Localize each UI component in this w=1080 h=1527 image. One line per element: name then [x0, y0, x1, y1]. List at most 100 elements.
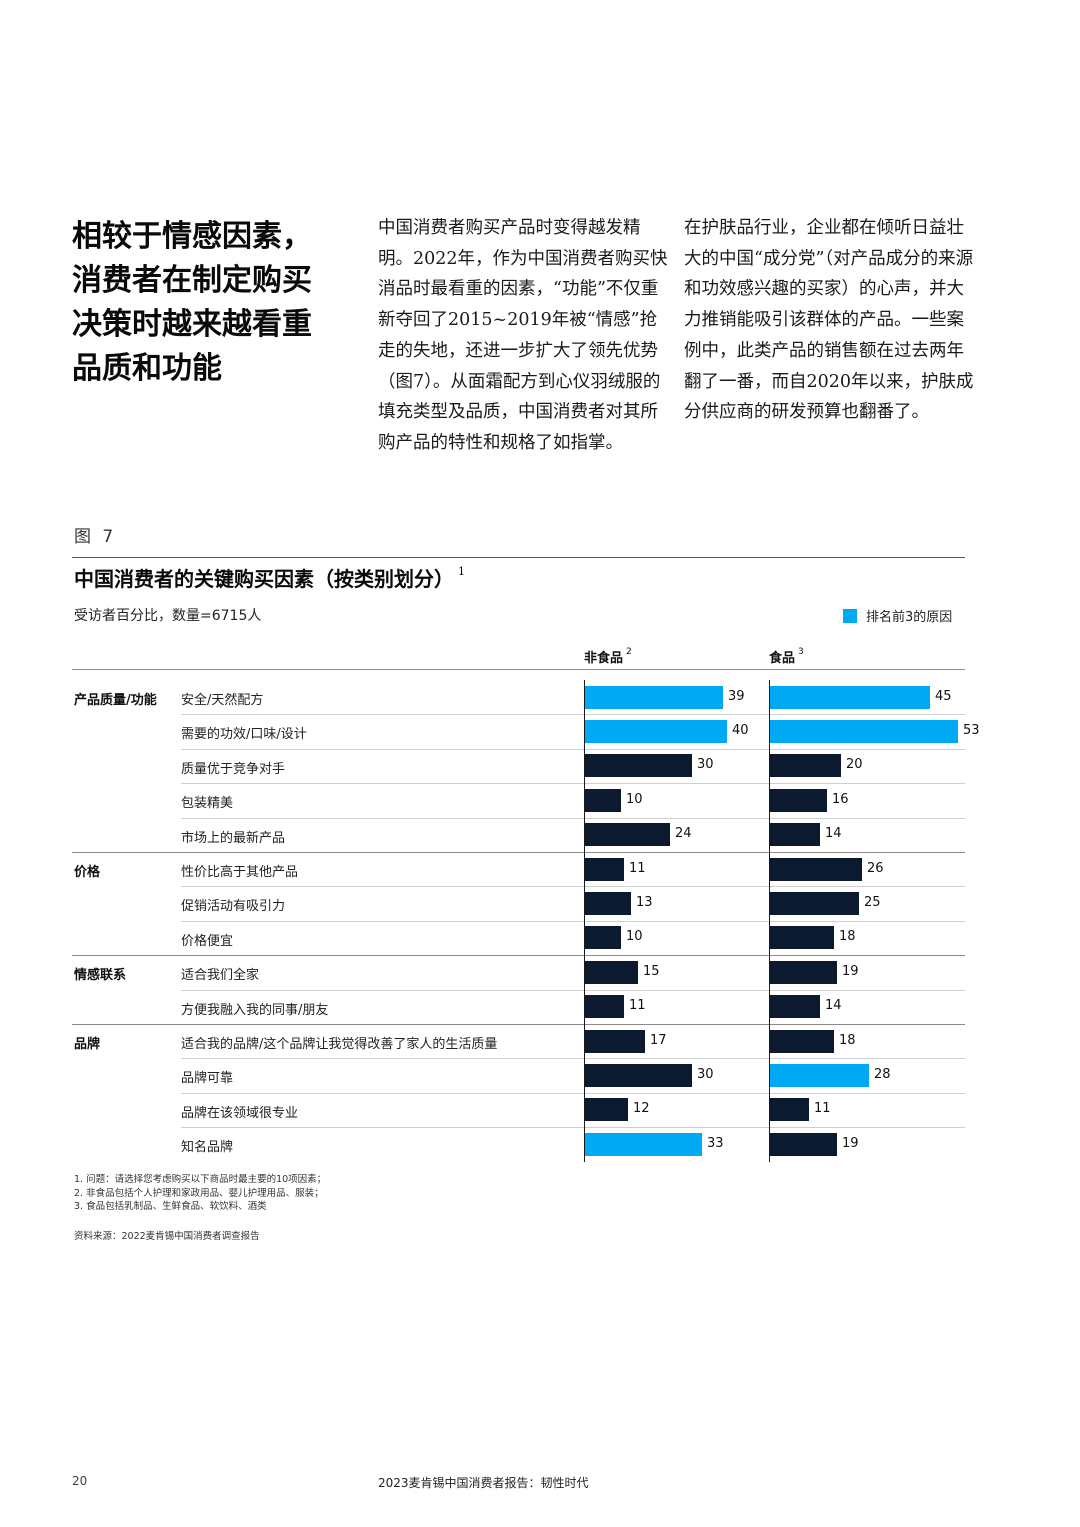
bar — [770, 1029, 834, 1053]
column-header-food: 食品 3 — [769, 647, 804, 666]
data-label: 39 — [728, 688, 745, 704]
bar — [770, 960, 837, 984]
axis-line-food — [769, 680, 770, 1162]
data-label: 14 — [825, 998, 842, 1014]
legend-label: 排名前3的原因 — [866, 610, 953, 625]
bar — [585, 1029, 645, 1053]
factor-label: 包装精美 — [181, 796, 234, 812]
data-label: 18 — [839, 929, 856, 945]
data-label: 15 — [643, 963, 660, 979]
bar — [770, 1132, 837, 1156]
page-number: 20 — [72, 1474, 88, 1488]
factor-label: 适合我的品牌/这个品牌让我觉得改善了家人的生活质量 — [181, 1037, 498, 1052]
header-rule — [72, 669, 965, 670]
row-divider — [72, 852, 965, 853]
bar — [585, 857, 624, 881]
data-label: 40 — [732, 722, 749, 738]
data-label: 14 — [825, 826, 842, 842]
row-divider — [181, 1058, 965, 1060]
data-label: 25 — [864, 894, 881, 910]
bar — [585, 788, 621, 812]
chart-subtitle: 受访者百分比，数量=6715人 — [74, 608, 262, 624]
row-divider — [181, 989, 965, 991]
data-label: 10 — [626, 791, 643, 807]
row-divider — [181, 920, 965, 922]
data-label: 12 — [633, 1101, 650, 1117]
data-label: 11 — [814, 1101, 831, 1117]
data-label: 18 — [839, 1032, 856, 1048]
bar — [585, 926, 621, 950]
group-label: 产品质量/功能 — [74, 693, 157, 708]
column-header-food-text: 食品 — [769, 651, 796, 666]
bar — [585, 995, 624, 1019]
data-label: 19 — [842, 963, 859, 979]
bar — [770, 1063, 869, 1087]
data-label: 33 — [707, 1135, 724, 1151]
bar — [585, 685, 723, 709]
bar — [585, 960, 638, 984]
factor-label: 市场上的最新产品 — [181, 830, 286, 846]
bar — [770, 891, 859, 915]
body-text-column-1: 中国消费者购买产品时变得越发精明。2022年，作为中国消费者购买快消品时最看重的… — [378, 218, 668, 453]
factor-label: 安全/天然配方 — [181, 693, 264, 708]
chart-title-footnote-ref: 1 — [458, 565, 465, 578]
column-header-nonfood-text: 非食品 — [584, 651, 624, 666]
headline: 相较于情感因素，消费者在制定购买决策时越来越看重品质和功能 — [72, 219, 312, 386]
footnote-3: 3. 食品包括乳制品、生鲜食品、软饮料、酒类 — [74, 1201, 267, 1212]
row-divider — [72, 955, 965, 957]
bar — [585, 1063, 692, 1087]
source-note: 资料来源：2022麦肯锡中国消费者调查报告 — [74, 1231, 260, 1242]
chart-title: 中国消费者的关键购买因素（按类别划分） 1 — [74, 563, 465, 592]
bar — [770, 719, 958, 743]
data-label: 16 — [832, 791, 849, 807]
bar — [585, 823, 670, 847]
factor-label: 品牌在该领域很专业 — [181, 1105, 299, 1121]
factor-label: 价格便宜 — [181, 933, 234, 949]
data-label: 30 — [697, 757, 714, 773]
row-divider — [181, 783, 965, 785]
chart-title-text: 中国消费者的关键购买因素（按类别划分） — [74, 567, 454, 591]
body-text-column-2: 在护肤品行业，企业都在倾听日益壮大的中国“成分党”（对产品成分的来源和功效感兴趣… — [684, 218, 974, 423]
axis-line-nonfood — [584, 680, 585, 1162]
column-header-food-footnote: 3 — [798, 647, 804, 657]
row-divider — [181, 714, 965, 716]
footnote-1: 1. 问题：请选择您考虑购买以下商品时最主要的10项因素； — [74, 1174, 327, 1185]
bar — [770, 1098, 809, 1122]
bar — [585, 891, 631, 915]
factor-label: 品牌可靠 — [181, 1071, 234, 1087]
row-divider — [181, 1092, 965, 1094]
factor-label: 方便我融入我的同事/朋友 — [181, 1002, 329, 1018]
data-label: 24 — [675, 826, 692, 842]
factor-label: 需要的功效/口味/设计 — [181, 727, 307, 743]
row-divider — [181, 886, 965, 888]
factor-label: 适合我们全家 — [181, 968, 260, 984]
group-label: 情感联系 — [74, 968, 127, 984]
data-label: 45 — [935, 688, 952, 704]
row-divider — [181, 817, 965, 819]
bar — [585, 754, 692, 778]
data-label: 10 — [626, 929, 643, 945]
bar — [770, 685, 930, 709]
column-header-nonfood-footnote: 2 — [626, 647, 632, 657]
data-label: 13 — [636, 894, 653, 910]
data-label: 11 — [629, 860, 646, 876]
bar — [585, 719, 727, 743]
data-label: 53 — [963, 722, 980, 738]
bar — [770, 857, 862, 881]
bar — [585, 1132, 702, 1156]
figure-top-rule — [72, 557, 965, 558]
bar — [770, 754, 841, 778]
factor-label: 质量优于竞争对手 — [181, 761, 286, 777]
data-label: 17 — [650, 1032, 667, 1048]
bar — [770, 823, 820, 847]
factor-label: 性价比高于其他产品 — [181, 865, 299, 880]
factor-label: 促销活动有吸引力 — [181, 899, 286, 915]
data-label: 28 — [874, 1066, 891, 1082]
legend-swatch — [843, 608, 857, 623]
group-label: 品牌 — [74, 1037, 101, 1052]
data-label: 20 — [846, 757, 863, 773]
bar — [770, 995, 820, 1019]
row-divider — [72, 1024, 965, 1025]
chart-legend: 排名前3的原因 — [843, 606, 952, 625]
bar — [585, 1098, 628, 1122]
